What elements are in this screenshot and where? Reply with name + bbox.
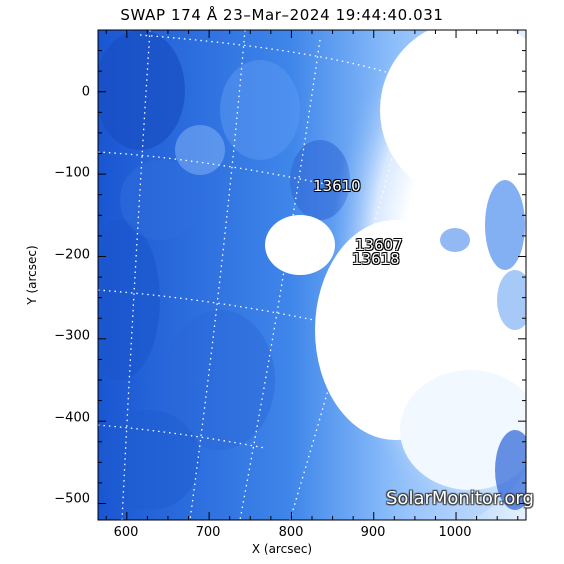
x-axis-label: X (arcsec) <box>251 542 313 556</box>
x-tick-label: 900 <box>360 525 386 540</box>
active-region-label: 13618 <box>352 250 400 268</box>
y-tick-label: 0 <box>81 84 90 100</box>
solarmonitor-watermark: SolarMonitor.org <box>386 488 534 509</box>
x-tick-label: 600 <box>113 525 139 540</box>
y-tick-label: −400 <box>54 410 90 426</box>
active-region-label: 13607 <box>355 236 403 254</box>
y-tick-label: −100 <box>54 165 90 181</box>
y-tick-label: −300 <box>54 328 90 344</box>
plot-title: SWAP 174 Å 23–Mar–2024 19:44:40.031 <box>120 6 444 24</box>
x-tick-label: 1000 <box>438 525 472 540</box>
y-tick-label: −200 <box>54 247 90 263</box>
heliographic-grid <box>98 30 411 520</box>
x-tick-label: 700 <box>195 525 221 540</box>
active-region-label: 13610 <box>313 177 361 195</box>
x-tick-label: 800 <box>278 525 304 540</box>
y-axis-label: Y (arcsec) <box>25 245 39 305</box>
y-tick-label: −500 <box>54 491 90 507</box>
